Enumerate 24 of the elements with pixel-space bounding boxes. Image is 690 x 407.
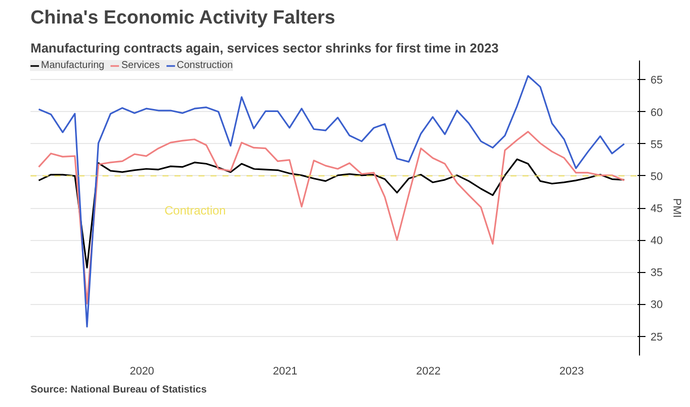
x-tick-label: 2021 [272,366,298,378]
y-tick-label: 40 [650,235,663,248]
x-tick-label: 2022 [416,366,441,378]
y-axis-title: PMI [670,198,683,218]
y-tick-label: 25 [650,331,663,344]
legend-label: Services [121,60,160,71]
x-tick-label: 2023 [559,366,584,378]
y-tick-label: 30 [650,299,663,312]
line-series [38,130,625,304]
y-tick-label: 45 [650,203,663,215]
x-tick-label: 2020 [130,366,154,378]
y-tick-label: 65 [650,74,663,87]
chart-title: China's Economic Activity Falters [30,8,336,28]
legend-label: Manufacturing [41,60,104,71]
legend-label: Construction [176,60,233,71]
y-tick-label: 50 [650,170,663,183]
ref-line-label: Contraction [164,204,226,218]
line-series [38,158,625,268]
source-note: Source: National Bureau of Statistics [30,384,208,396]
line-series [38,75,625,328]
y-tick-label: 55 [650,138,663,151]
chart-subtitle: Manufacturing contracts again, services sector shrinks for first time in 2023 [30,40,499,56]
y-tick-label: 60 [650,106,663,119]
y-tick-label: 35 [650,267,663,280]
